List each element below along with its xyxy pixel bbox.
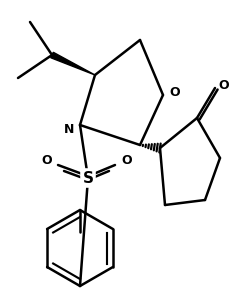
Text: N: N <box>64 122 74 136</box>
Text: O: O <box>219 79 229 91</box>
Polygon shape <box>51 52 95 75</box>
Text: O: O <box>122 154 132 166</box>
Text: S: S <box>83 170 94 185</box>
Text: O: O <box>170 85 180 99</box>
Text: O: O <box>42 154 52 166</box>
